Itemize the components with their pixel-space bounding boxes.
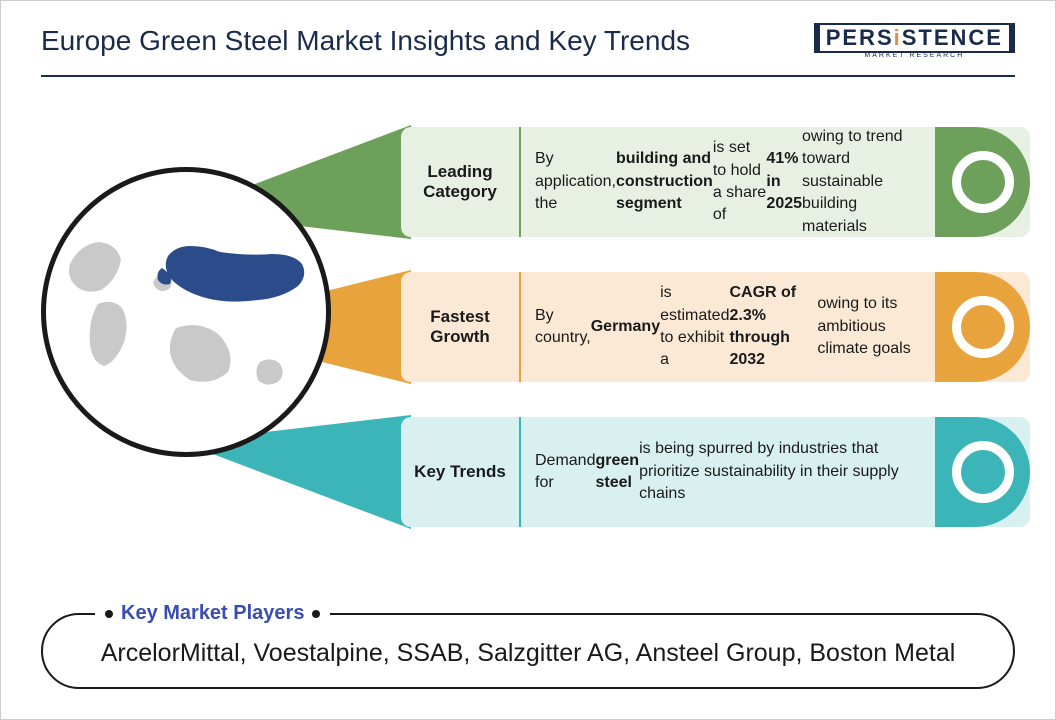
dot-icon: [312, 610, 320, 618]
logo-subtext: MARKET RESEARCH: [814, 51, 1015, 59]
main-content: Leading Category By application, the bui…: [1, 97, 1055, 557]
header: Europe Green Steel Market Insights and K…: [1, 1, 1055, 69]
insight-label: Leading Category: [401, 127, 521, 237]
brand-logo: PERSiSTENCE MARKET RESEARCH: [814, 23, 1015, 59]
insight-body: By country, Germany is estimated to exhi…: [521, 272, 935, 382]
players-title-wrap: Key Market Players: [95, 602, 330, 625]
card-cap: [935, 127, 1030, 237]
ring-icon: [952, 296, 1014, 358]
world-map-icon: [56, 222, 316, 402]
globe-map: [41, 167, 331, 457]
players-list: ArcelorMittal, Voestalpine, SSAB, Salzgi…: [73, 637, 983, 671]
insight-card-leading: Leading Category By application, the bui…: [401, 127, 1030, 237]
key-players-box: Key Market Players ArcelorMittal, Voesta…: [41, 613, 1015, 689]
card-cap: [935, 417, 1030, 527]
card-cap: [935, 272, 1030, 382]
players-title: Key Market Players: [121, 602, 304, 625]
logo-text: PERSiSTENCE: [814, 23, 1015, 53]
insight-label: Fastest Growth: [401, 272, 521, 382]
insight-card-growth: Fastest Growth By country, Germany is es…: [401, 272, 1030, 382]
insight-body: Demand for green steel is being spurred …: [521, 417, 935, 527]
insight-card-trends: Key Trends Demand for green steel is bei…: [401, 417, 1030, 527]
dot-icon: [105, 610, 113, 618]
ring-icon: [952, 151, 1014, 213]
header-divider: [41, 75, 1015, 77]
page-title: Europe Green Steel Market Insights and K…: [41, 25, 690, 57]
insight-row-trends: Key Trends Demand for green steel is bei…: [176, 407, 1030, 537]
insight-body: By application, the building and constru…: [521, 127, 935, 237]
insight-label: Key Trends: [401, 417, 521, 527]
ring-icon: [952, 441, 1014, 503]
